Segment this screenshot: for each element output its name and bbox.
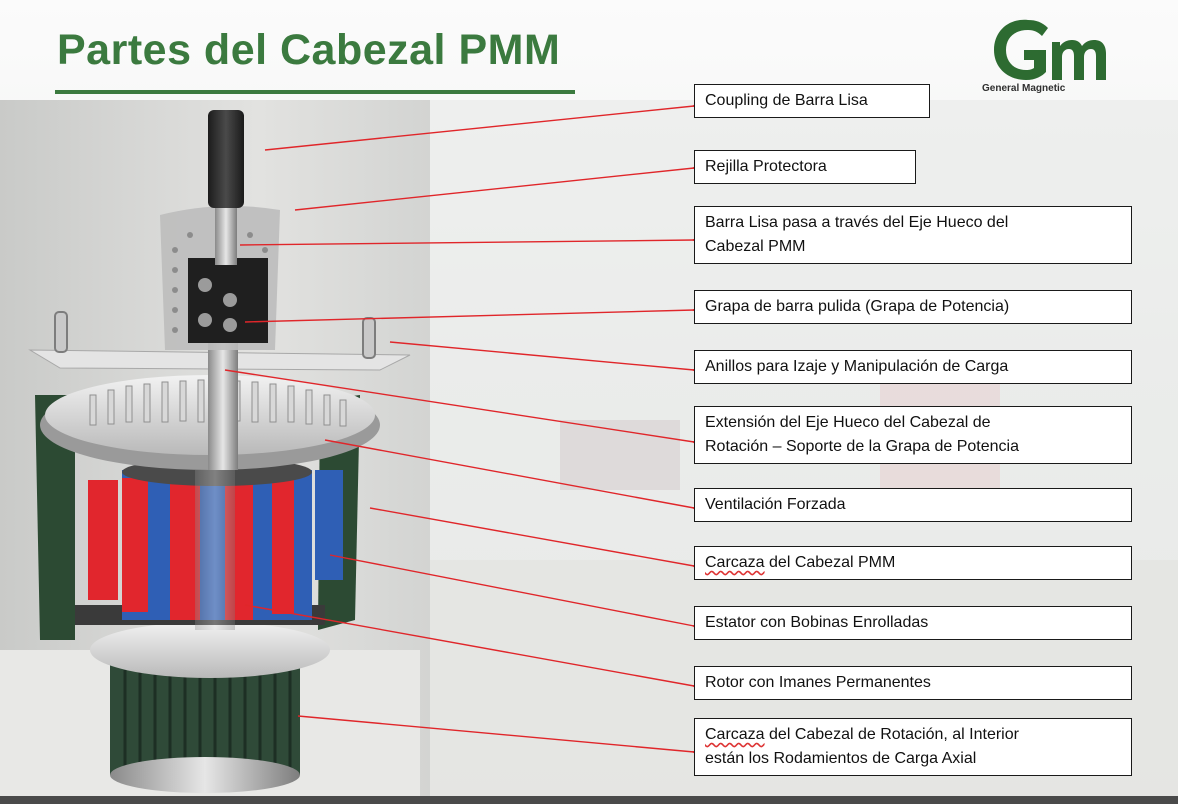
label-ventilacion: Ventilación Forzada <box>694 488 1132 522</box>
label-estator-text: Estator con Bobinas Enrolladas <box>705 614 929 631</box>
label-carcaza-rot-rest: del Cabezal de Rotación, al Interior <box>764 726 1019 743</box>
label-carcaza-rot-line2: están los Rodamientos de Carga Axial <box>705 750 977 767</box>
label-ventilacion-text: Ventilación Forzada <box>705 496 846 513</box>
label-grapa: Grapa de barra pulida (Grapa de Potencia… <box>694 290 1132 324</box>
label-coupling: Coupling de Barra Lisa <box>694 84 930 118</box>
title-underline <box>55 90 575 94</box>
label-carcaza-rot-word: Carcaza <box>705 726 765 743</box>
bottom-bar <box>0 796 1178 804</box>
general-magnetic-logo-icon <box>994 19 1106 80</box>
label-coupling-text: Coupling de Barra Lisa <box>705 92 868 109</box>
label-carcaza-pmm-rest: del Cabezal PMM <box>764 554 896 571</box>
label-barra-line1: Barra Lisa pasa a través del Eje Hueco d… <box>705 214 1009 231</box>
label-carcaza-pmm-word: Carcaza <box>705 554 765 571</box>
label-grapa-text: Grapa de barra pulida (Grapa de Potencia… <box>705 298 1010 315</box>
label-rejilla: Rejilla Protectora <box>694 150 916 184</box>
label-carcaza-rotacion: Carcaza del Cabezal de Rotación, al Inte… <box>694 718 1132 776</box>
label-extension-line2: Rotación – Soporte de la Grapa de Potenc… <box>705 438 1019 455</box>
page-title: Partes del Cabezal PMM <box>57 26 561 74</box>
label-carcaza-pmm: Carcaza del Cabezal PMM <box>694 546 1132 580</box>
logo-caption: General Magnetic <box>982 83 1066 94</box>
label-barra-line2: Cabezal PMM <box>705 238 806 255</box>
label-rotor-text: Rotor con Imanes Permanentes <box>705 674 931 691</box>
label-rotor: Rotor con Imanes Permanentes <box>694 666 1132 700</box>
label-rejilla-text: Rejilla Protectora <box>705 158 827 175</box>
label-extension: Extensión del Eje Hueco del Cabezal de R… <box>694 406 1132 464</box>
label-barra-lisa: Barra Lisa pasa a través del Eje Hueco d… <box>694 206 1132 264</box>
label-extension-line1: Extensión del Eje Hueco del Cabezal de <box>705 414 991 431</box>
label-estator: Estator con Bobinas Enrolladas <box>694 606 1132 640</box>
label-anillos-text: Anillos para Izaje y Manipulación de Car… <box>705 358 1009 375</box>
label-anillos: Anillos para Izaje y Manipulación de Car… <box>694 350 1132 384</box>
